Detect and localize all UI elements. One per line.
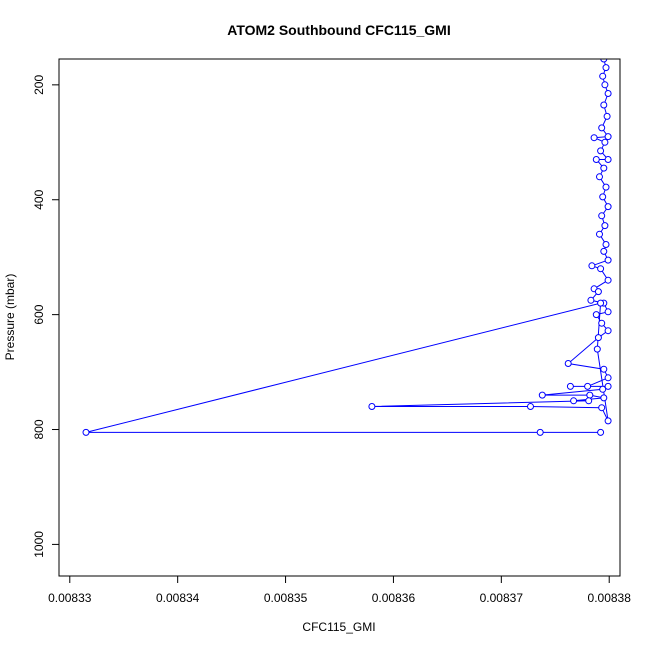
- series: [82, 59, 612, 436]
- data-point: [601, 81, 609, 89]
- y-tick-label: 600: [32, 304, 46, 324]
- data-point: [585, 397, 593, 405]
- data-point: [604, 256, 612, 264]
- data-point: [600, 394, 608, 402]
- data-point: [604, 327, 612, 335]
- data-point: [601, 138, 609, 146]
- data-point: [584, 382, 592, 390]
- data-point: [588, 262, 596, 270]
- x-tick-label: 0.00838: [588, 591, 632, 605]
- data-point: [598, 404, 606, 412]
- data-point: [604, 417, 612, 425]
- data-point: [604, 156, 612, 163]
- y-axis: 200 400 600 800 1000: [32, 75, 60, 558]
- data-point: [600, 365, 608, 373]
- data-point: [599, 193, 607, 201]
- x-tick-label: 0.00833: [48, 591, 92, 605]
- data-point: [604, 203, 612, 211]
- data-point: [594, 334, 602, 342]
- data-point: [592, 311, 600, 319]
- data-point: [600, 59, 608, 63]
- data-point: [599, 72, 607, 80]
- y-axis-label: Pressure (mbar): [3, 274, 17, 361]
- data-point: [597, 147, 605, 155]
- data-point: [587, 296, 595, 304]
- data-point: [597, 265, 605, 273]
- data-point: [599, 385, 607, 393]
- data-point: [601, 222, 609, 230]
- data-point: [602, 64, 610, 72]
- data-point: [604, 276, 612, 284]
- data-point: [604, 90, 612, 97]
- y-tick-label: 1000: [32, 531, 46, 558]
- data-point: [600, 101, 608, 109]
- series-layer: [82, 59, 612, 436]
- data-point: [538, 391, 546, 399]
- x-axis: 0.00833 0.00834 0.00835 0.00836 0.00837 0.008…: [48, 575, 632, 605]
- x-tick-label: 0.00835: [264, 591, 308, 605]
- data-point: [604, 382, 612, 390]
- x-tick-label: 0.00836: [372, 591, 416, 605]
- plot-frame: [58, 58, 621, 577]
- data-point: [368, 403, 376, 410]
- data-point: [602, 183, 610, 191]
- data-point: [586, 391, 594, 399]
- data-point: [597, 428, 605, 436]
- data-point: [570, 397, 578, 405]
- data-point: [597, 299, 605, 307]
- data-point: [600, 247, 608, 255]
- y-tick-label: 400: [32, 189, 46, 209]
- series-line: [85, 59, 610, 433]
- data-point: [598, 124, 606, 132]
- data-point: [598, 212, 606, 220]
- data-point: [536, 428, 544, 436]
- data-point: [600, 164, 608, 172]
- x-tick-label: 0.00834: [156, 591, 200, 605]
- data-point: [564, 360, 572, 367]
- data-point: [602, 241, 610, 248]
- data-point: [566, 382, 574, 390]
- data-point: [590, 134, 598, 142]
- data-point: [594, 288, 602, 296]
- x-tick-label: 0.00837: [480, 591, 524, 605]
- data-point: [604, 374, 612, 382]
- x-axis-label: CFC115_GMI: [302, 620, 375, 634]
- data-point: [596, 230, 603, 238]
- data-point: [604, 133, 612, 141]
- data-point: [592, 156, 600, 163]
- data-point: [82, 428, 90, 436]
- data-point: [604, 308, 612, 316]
- data-point: [527, 403, 534, 410]
- chart-title: ATOM2 Southbound CFC115_GMI: [227, 22, 451, 38]
- y-tick-label: 800: [32, 419, 46, 439]
- data-point: [598, 319, 606, 327]
- data-point: [593, 345, 601, 353]
- data-point: [603, 112, 611, 120]
- data-point: [596, 173, 603, 181]
- y-tick-label: 200: [32, 75, 46, 95]
